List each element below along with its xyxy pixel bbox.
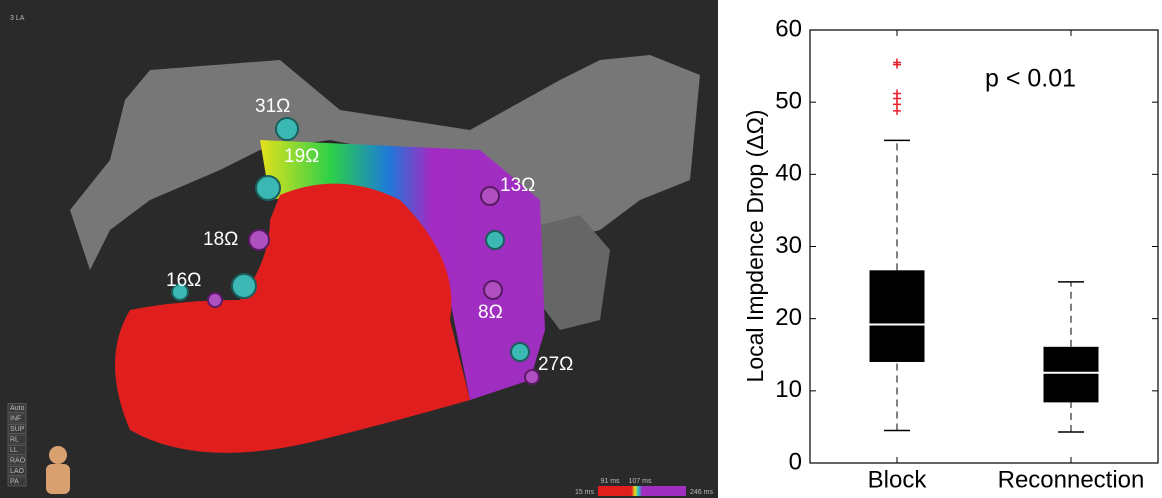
lesion-marker <box>232 274 256 298</box>
colorbar <box>598 486 686 496</box>
x-tick-label: Reconnection <box>998 466 1145 493</box>
lesion-marker <box>481 187 499 205</box>
y-tick-label: 10 <box>775 376 802 403</box>
x-tick-label: Block <box>868 466 928 493</box>
box-plot: p < 0.01 Local Impdence Drop (ΔΩ) 0 10 20 3… <box>742 15 1158 493</box>
y-tick-label: 30 <box>775 232 802 259</box>
lesion-marker <box>208 293 222 307</box>
side-button-label: INF <box>10 415 21 422</box>
page: 3 LA 31Ω 19Ω 13Ω 18Ω 16Ω 8Ω 27Ω 91 ms 10… <box>0 0 1162 498</box>
lesion-marker <box>511 343 529 361</box>
lesion-marker <box>256 176 280 200</box>
impedance-label: 18Ω <box>203 229 238 250</box>
lesion-marker <box>525 370 539 384</box>
impedance-label: 8Ω <box>478 302 503 323</box>
box <box>1044 347 1099 403</box>
lesion-marker <box>486 231 504 249</box>
impedance-label: 27Ω <box>538 354 573 375</box>
side-button-label: PA <box>10 478 19 485</box>
outlier <box>893 90 901 98</box>
axes-frame <box>810 30 1158 463</box>
impedance-label: 16Ω <box>166 270 201 291</box>
side-button-label: LL <box>10 447 18 454</box>
map-panel: 3 LA 31Ω 19Ω 13Ω 18Ω 16Ω 8Ω 27Ω 91 ms 10… <box>0 0 718 498</box>
y-axis-label: Local Impdence Drop (ΔΩ) <box>742 110 768 383</box>
impedance-label: 19Ω <box>284 146 319 167</box>
orientation-figure <box>46 464 70 494</box>
view-label: 3 LA <box>10 15 25 22</box>
lesion-marker <box>249 230 269 250</box>
side-button-label: Auto <box>10 405 25 412</box>
side-button-label: RL <box>10 436 19 443</box>
impedance-label: 13Ω <box>500 175 535 196</box>
annotation: p < 0.01 <box>985 65 1076 93</box>
orientation-figure <box>49 446 67 464</box>
y-tick-label: 60 <box>775 15 802 42</box>
colorbar-label: 91 ms <box>600 478 620 485</box>
y-tick-label: 20 <box>775 304 802 331</box>
impedance-label: 31Ω <box>255 96 290 117</box>
y-tick-label: 40 <box>775 160 802 187</box>
y-tick-label: 0 <box>789 448 802 475</box>
side-button-label: RAO <box>10 457 26 464</box>
box <box>870 270 925 362</box>
side-button-label: LAO <box>10 468 25 475</box>
colorbar-label: 15 ms <box>575 489 595 496</box>
lesion-marker <box>276 118 298 140</box>
colorbar-label: 107 ms <box>629 478 652 485</box>
y-tick-label: 50 <box>775 88 802 115</box>
colorbar-label: 246 ms <box>690 489 713 496</box>
lesion-marker <box>484 281 502 299</box>
side-button-label: SUP <box>10 426 25 433</box>
